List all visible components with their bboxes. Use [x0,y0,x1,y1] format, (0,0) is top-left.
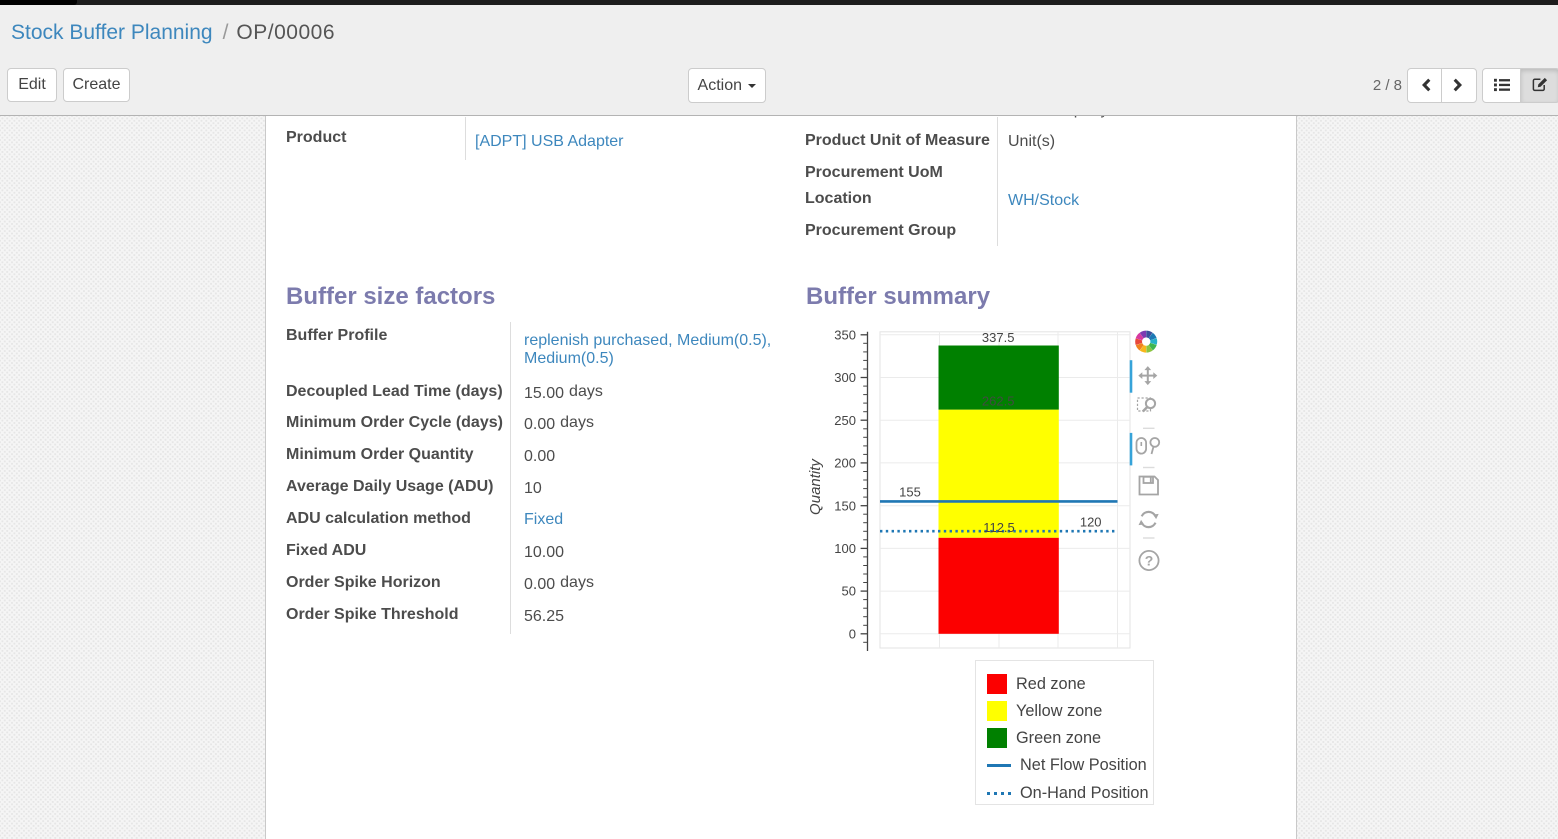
svg-text:250: 250 [834,413,856,428]
svg-text:120: 120 [1080,515,1102,530]
svg-text:Quantity: Quantity [807,458,824,515]
svg-text:0: 0 [849,626,856,641]
svg-text:?: ? [1145,553,1154,569]
svg-text:262.5: 262.5 [982,394,1015,409]
svg-text:337.5: 337.5 [982,330,1015,345]
svg-text:112.5: 112.5 [983,520,1015,535]
svg-text:155: 155 [899,485,921,500]
svg-text:350: 350 [834,327,856,342]
svg-text:200: 200 [834,456,856,471]
svg-text:300: 300 [834,370,856,385]
svg-text:100: 100 [834,541,856,556]
svg-text:50: 50 [842,584,856,599]
svg-text:150: 150 [834,498,856,513]
